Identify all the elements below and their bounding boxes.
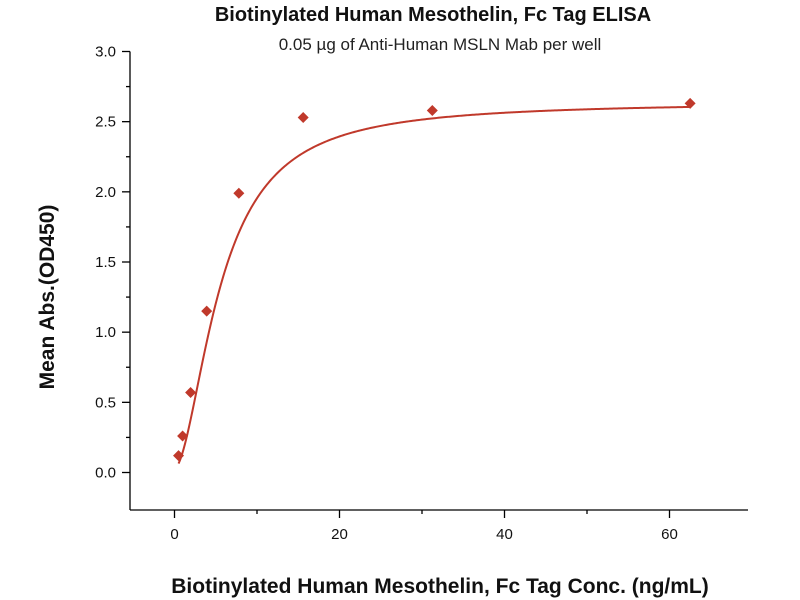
x-tick-label: 0 [170,526,178,543]
data-point [684,97,696,109]
x-axis-ticks: 0 20 40 60 [170,510,678,543]
y-tick-label: 0.5 [95,394,116,411]
data-point [173,450,185,462]
data-point [233,187,245,199]
y-axis-label: Mean Abs.(OD450) [36,205,59,390]
y-tick-label: 2.0 [95,184,116,201]
data-point [185,387,197,399]
fit-curve [177,105,691,464]
y-tick-label: 1.0 [95,324,116,341]
x-tick-label: 20 [331,526,348,543]
data-point [201,305,213,317]
chart-subtitle: 0.05 µg of Anti-Human MSLN Mab per well [279,35,602,54]
x-tick-label: 40 [496,526,513,543]
y-tick-label: 1.5 [95,254,116,271]
y-tick-label: 2.5 [95,114,116,131]
data-point [177,430,189,442]
y-tick-label: 0.0 [95,465,116,482]
x-axis-label: Biotinylated Human Mesothelin, Fc Tag Co… [171,575,708,598]
axes [129,51,748,511]
y-tick-label: 3.0 [95,44,116,61]
data-points [173,97,696,462]
y-axis-ticks: 0.0 0.5 1.0 1.5 2.0 2.5 3.0 [95,44,130,482]
data-point [297,111,309,123]
chart-title: Biotinylated Human Mesothelin, Fc Tag EL… [215,4,651,26]
x-tick-label: 60 [661,526,678,543]
data-point [426,104,438,116]
